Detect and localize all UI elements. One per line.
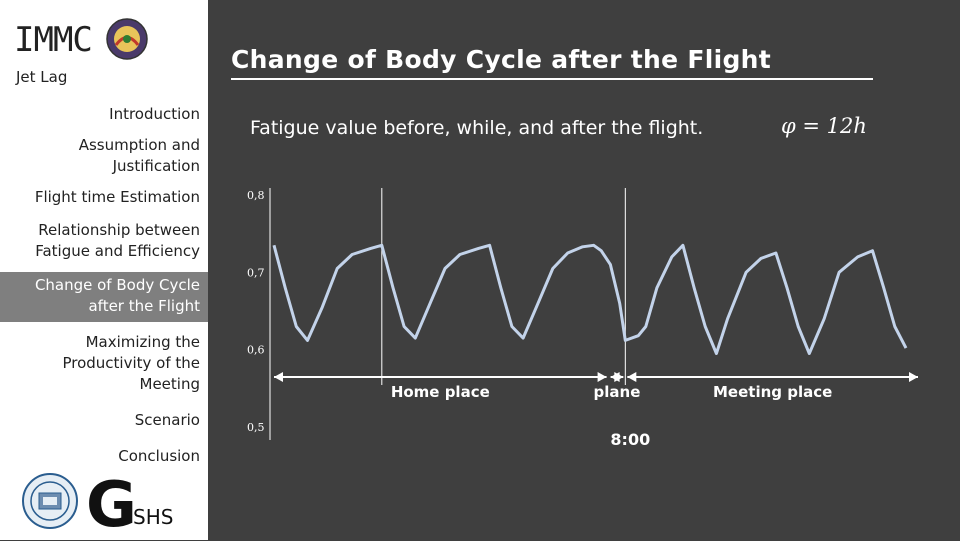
region-label: plane [594,383,641,401]
time-label: 8:00 [610,430,650,449]
nav-item-fatigue-efficiency[interactable]: Relationship between Fatigue and Efficie… [35,221,200,260]
nav-item-introduction[interactable]: Introduction [109,105,200,123]
nav-item-body-cycle[interactable]: Change of Body Cycle after the Flight [0,272,208,322]
region-arrow [274,372,607,382]
formula: φ = 12h [781,114,867,138]
brand-logo: IMMC [14,20,93,60]
title-underline [231,78,873,80]
region-label: Meeting place [713,383,832,401]
nav-item-flight-time[interactable]: Flight time Estimation [34,188,200,206]
y-tick-label: 0,6 [247,344,265,357]
y-tick-label: 0,8 [247,189,265,202]
section-subtitle: Jet Lag [16,68,68,86]
series-line-fatigue [272,243,908,355]
region-arrow [627,372,918,382]
y-tick-label: 0,7 [247,266,265,279]
sidebar: IMMC Jet Lag Introduction Assumption and… [0,0,208,540]
school-logo-g: G [86,468,137,541]
y-tick-label: 0,5 [247,421,265,434]
immc-badge-icon [106,18,148,60]
school-seal-icon [22,473,78,529]
nav-item-scenario[interactable]: Scenario [134,411,200,429]
slide-title: Change of Body Cycle after the Flight [231,45,771,74]
region-label: Home place [391,383,490,401]
nav-item-assumption[interactable]: Assumption and Justification [78,136,200,175]
nav-item-conclusion[interactable]: Conclusion [118,447,200,465]
nav-item-maximizing[interactable]: Maximizing the Productivity of the Meeti… [62,333,200,393]
region-arrow [610,372,624,382]
slide-description: Fatigue value before, while, and after t… [250,117,704,139]
nav-item-body-cycle-label: Change of Body Cycle after the Flight [34,276,200,315]
school-logo-shs: SHS [133,505,174,529]
